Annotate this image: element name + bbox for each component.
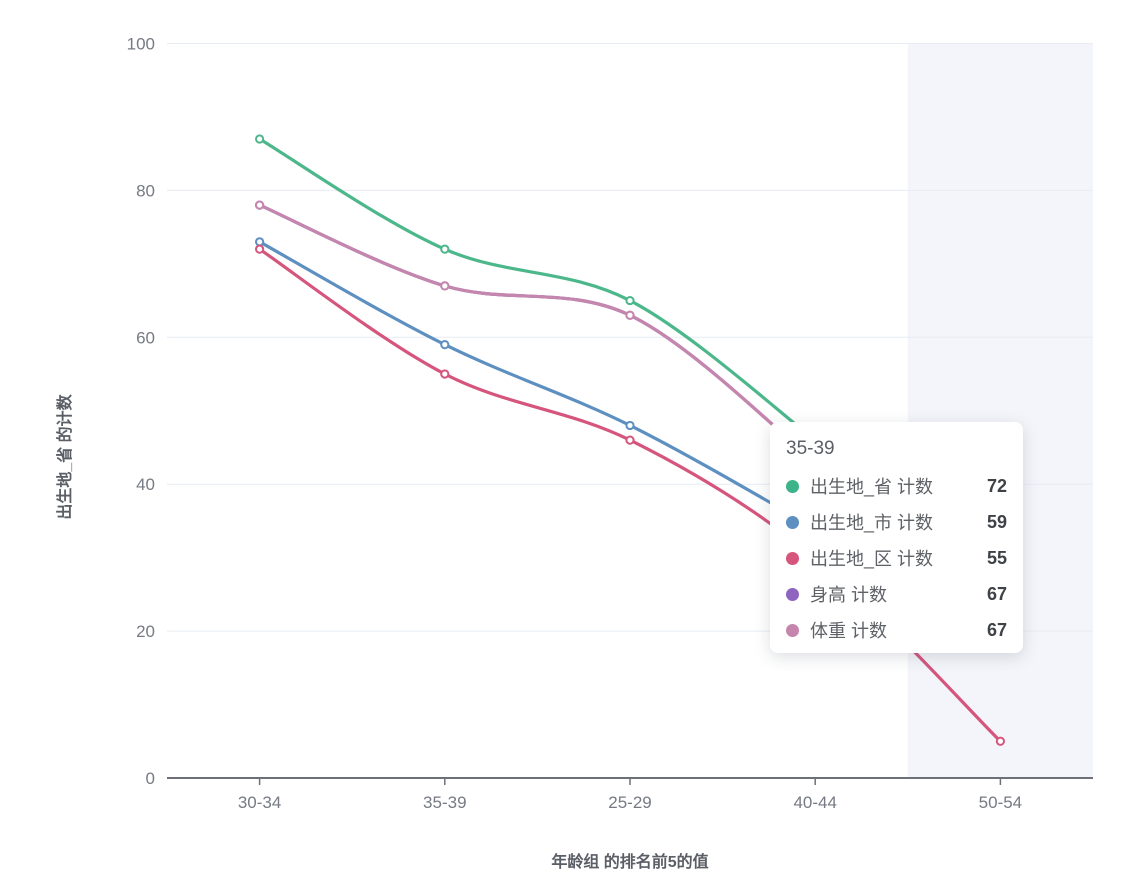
- hover-highlight-band: [907, 43, 1093, 778]
- series-line-0[interactable]: [258, 137, 817, 442]
- data-point[interactable]: [625, 295, 635, 306]
- data-point[interactable]: [255, 237, 265, 247]
- tooltip-row: 出生地_市 计数 59: [786, 504, 1007, 540]
- data-point[interactable]: [440, 244, 450, 254]
- series-line-4[interactable]: [258, 203, 817, 464]
- tooltip-series-value: 55: [986, 547, 1007, 568]
- y-tick-label: 40: [136, 475, 155, 494]
- series-color-dot: [786, 551, 799, 565]
- series-color-dot: [786, 515, 799, 529]
- y-tick-label: 60: [136, 328, 155, 347]
- tooltip-series-value: 67: [986, 583, 1007, 604]
- y-tick-label: 80: [136, 181, 155, 200]
- data-point[interactable]: [625, 420, 635, 431]
- data-point[interactable]: [440, 340, 450, 350]
- data-point[interactable]: [995, 736, 1006, 746]
- tooltip-row: 体重 计数 67: [786, 612, 1007, 648]
- data-point[interactable]: [440, 369, 450, 379]
- tooltip-series-value: 72: [986, 475, 1007, 496]
- tooltip-series-label: 身高 计数: [810, 585, 888, 605]
- series-line-1[interactable]: [258, 240, 817, 530]
- tooltip-series-label: 体重 计数: [810, 621, 888, 641]
- data-point[interactable]: [625, 310, 635, 320]
- tooltip-series-label: 出生地_市 计数: [810, 513, 934, 533]
- data-point[interactable]: [255, 200, 265, 210]
- series-color-dot: [786, 587, 799, 601]
- y-tick-label: 0: [146, 769, 155, 788]
- tooltip-row: 出生地_区 计数 55: [786, 540, 1007, 576]
- data-point[interactable]: [625, 435, 635, 445]
- tooltip-series-label: 出生地_区 计数: [810, 549, 934, 569]
- x-tick-label: 40-44: [793, 793, 836, 812]
- x-tick-label: 50-54: [979, 793, 1022, 812]
- y-tick-label: 100: [127, 35, 155, 54]
- y-tick-label: 20: [136, 622, 155, 641]
- y-axis-title: 出生地_省 的计数: [57, 394, 74, 520]
- data-point[interactable]: [440, 281, 450, 291]
- data-point[interactable]: [255, 244, 265, 254]
- x-tick-label: 25-29: [608, 793, 651, 812]
- tooltip-row: 出生地_省 计数 72: [786, 468, 1007, 504]
- series-color-dot: [786, 623, 799, 637]
- data-point[interactable]: [255, 134, 265, 144]
- tooltip-series-value: 67: [986, 619, 1007, 640]
- tooltip-series-value: 59: [986, 511, 1007, 532]
- tooltip: 35-39 出生地_省 计数 72 出生地_市 计数 59 出生地_区 计数 5…: [770, 422, 1023, 653]
- tooltip-series-label: 出生地_省 计数: [810, 477, 934, 497]
- x-tick-label: 35-39: [423, 793, 466, 812]
- tooltip-title: 35-39: [786, 438, 835, 459]
- x-axis-title: 年龄组 的排名前5的值: [551, 854, 709, 871]
- x-tick-label: 30-34: [238, 793, 281, 812]
- tooltip-row: 身高 计数 67: [786, 576, 1007, 612]
- series-color-dot: [786, 479, 799, 493]
